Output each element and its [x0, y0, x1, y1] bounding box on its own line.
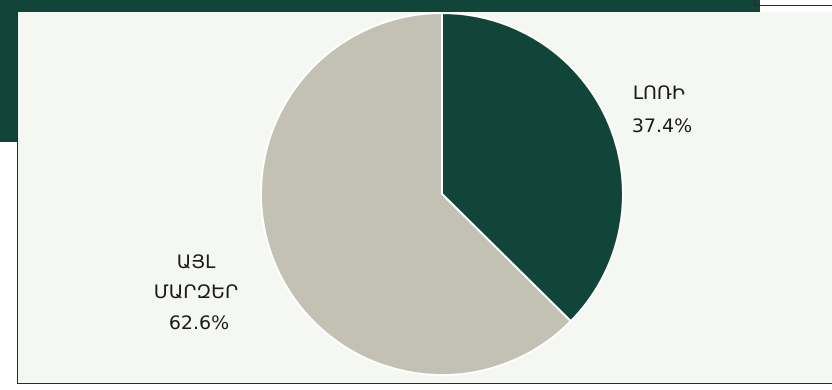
pie-slices — [260, 11, 624, 376]
slice-label-lori: ԼՈՌԻ 37.4% — [632, 82, 692, 137]
slice-name-other-line1: ԱՅԼ — [177, 251, 216, 273]
pie-labels: ԼՈՌԻ 37.4% ԱՅԼ ՄԱՐԶԵՐ 62.6% — [154, 82, 692, 334]
slice-name-other-line2: ՄԱՐԶԵՐ — [154, 281, 239, 303]
frame-tick — [754, 0, 755, 6]
slice-name-lori: ԼՈՌԻ — [633, 82, 685, 104]
slice-value-other: 62.6% — [169, 312, 229, 334]
frame-rule — [754, 5, 832, 6]
pie-slice-other-regions — [260, 11, 573, 376]
pie-slice-lori — [441, 11, 624, 323]
slice-value-lori: 37.4% — [632, 115, 692, 137]
slice-label-other-regions: ԱՅԼ ՄԱՐԶԵՐ 62.6% — [154, 251, 245, 334]
